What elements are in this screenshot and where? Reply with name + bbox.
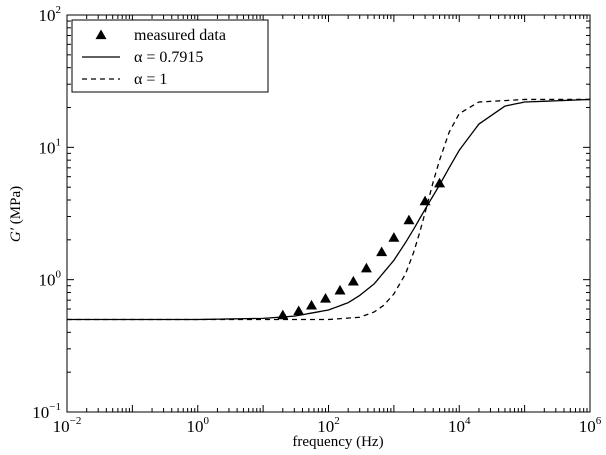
y-axis-title: G′ (MPa) bbox=[8, 186, 24, 242]
y-axis-title-unit: (MPa) bbox=[8, 186, 24, 228]
x-tick-label: 104 bbox=[448, 415, 471, 436]
data-point bbox=[403, 214, 415, 225]
series-layer bbox=[67, 98, 591, 321]
legend: measured data α = 0.7915 α = 1 bbox=[71, 19, 269, 93]
data-point bbox=[320, 293, 332, 303]
data-point bbox=[360, 262, 372, 273]
data-point bbox=[376, 246, 388, 257]
x-tick-label: 106 bbox=[579, 415, 602, 436]
x-tick-label: 102 bbox=[317, 415, 340, 436]
data-point bbox=[347, 275, 359, 286]
y-tick-label: 100 bbox=[39, 269, 62, 290]
data-point bbox=[293, 305, 305, 316]
y-axis-title-symbol: G′ bbox=[8, 227, 24, 242]
y-tick-label: 10−1 bbox=[32, 401, 61, 422]
legend-label: α = 1 bbox=[134, 71, 167, 88]
legend-box bbox=[71, 19, 269, 93]
data-point bbox=[388, 232, 400, 242]
legend-label: measured data bbox=[134, 27, 226, 44]
y-axis: 10−1 100 101 102 bbox=[32, 4, 590, 422]
x-tick-label: 100 bbox=[187, 415, 210, 436]
legend-label: α = 0.7915 bbox=[134, 49, 203, 66]
x-axis-title: frequency (Hz) bbox=[292, 434, 383, 450]
data-point bbox=[306, 299, 318, 310]
x-axis: 10−2 100 102 104 106 bbox=[53, 15, 602, 436]
series-line-1 bbox=[67, 98, 591, 321]
data-point bbox=[334, 284, 346, 295]
y-tick-label: 102 bbox=[39, 4, 62, 25]
legend-swatch-marker bbox=[95, 29, 107, 40]
data-point bbox=[434, 177, 446, 188]
series-line-2 bbox=[67, 98, 590, 321]
y-tick-label: 101 bbox=[39, 136, 62, 157]
x-tick-label: 10−2 bbox=[53, 415, 82, 436]
